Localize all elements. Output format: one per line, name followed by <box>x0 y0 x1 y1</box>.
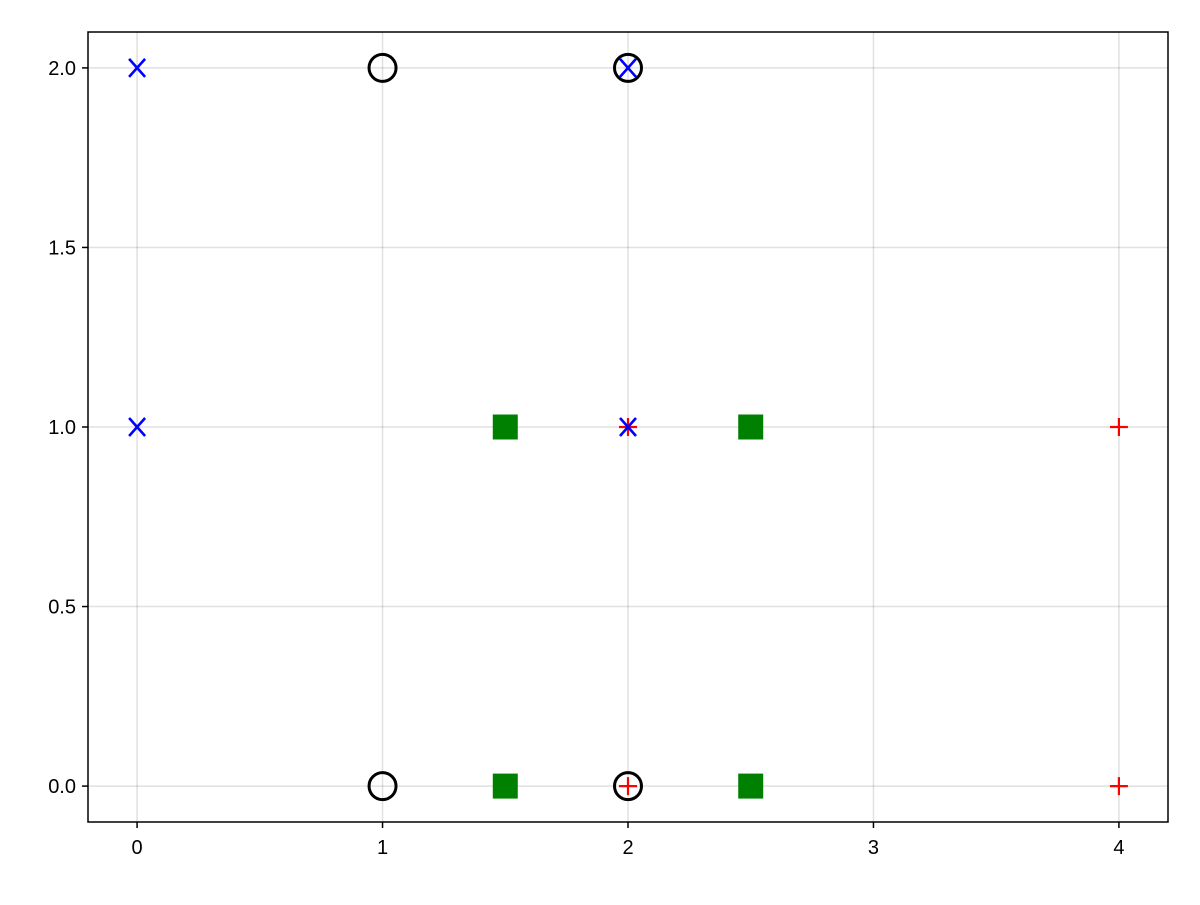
markers <box>128 52 1128 802</box>
square-marker <box>492 414 518 440</box>
x-marker <box>128 417 147 437</box>
y-tick-label: 2.0 <box>48 58 76 80</box>
y-tick-label: 1.5 <box>48 237 76 259</box>
series-square <box>492 414 764 799</box>
plus-marker <box>1109 418 1128 436</box>
y-tick-label: 0.0 <box>48 776 76 798</box>
circle-marker <box>613 771 643 802</box>
circle-marker <box>613 52 643 83</box>
x-axis: 0 1 2 3 4 <box>132 822 1124 859</box>
series-circle-open <box>367 52 643 802</box>
square-marker <box>492 773 518 799</box>
x-marker <box>619 58 637 78</box>
square-marker <box>738 773 764 799</box>
x-marker <box>128 58 147 78</box>
x-tick-label: 0 <box>132 837 143 859</box>
y-tick-label: 1.0 <box>48 417 76 439</box>
y-tick-label: 0.5 <box>48 597 76 619</box>
circle-marker <box>367 771 398 802</box>
square-marker <box>738 414 764 440</box>
x-tick-label: 2 <box>622 837 633 859</box>
series-x <box>128 58 637 437</box>
plus-marker <box>1109 777 1128 796</box>
x-tick-label: 1 <box>377 837 388 859</box>
circle-marker <box>367 52 398 83</box>
y-axis: 0.0 0.5 1.0 1.5 2.0 <box>48 58 88 798</box>
x-marker <box>619 417 637 437</box>
x-tick-label: 3 <box>868 837 879 859</box>
x-tick-label: 4 <box>1113 837 1124 859</box>
plus-marker <box>619 777 637 796</box>
